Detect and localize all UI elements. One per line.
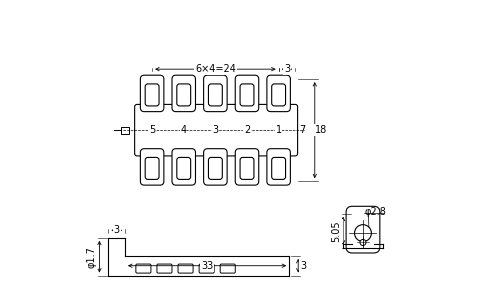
Text: 1: 1 — [276, 125, 282, 135]
Circle shape — [355, 225, 371, 242]
FancyBboxPatch shape — [140, 149, 164, 185]
FancyBboxPatch shape — [157, 264, 172, 273]
FancyBboxPatch shape — [208, 157, 222, 179]
FancyBboxPatch shape — [135, 104, 297, 156]
Text: 5: 5 — [149, 125, 155, 135]
FancyBboxPatch shape — [204, 149, 227, 185]
FancyBboxPatch shape — [272, 157, 286, 179]
FancyBboxPatch shape — [267, 149, 290, 185]
Text: 2: 2 — [244, 125, 250, 135]
FancyBboxPatch shape — [145, 157, 159, 179]
FancyBboxPatch shape — [240, 84, 254, 106]
FancyBboxPatch shape — [177, 157, 191, 179]
Text: 6×4=24: 6×4=24 — [195, 64, 236, 74]
FancyBboxPatch shape — [145, 84, 159, 106]
Text: 4: 4 — [181, 125, 187, 135]
Text: 7: 7 — [299, 125, 305, 135]
Text: 5.05: 5.05 — [331, 220, 341, 241]
FancyBboxPatch shape — [267, 75, 290, 112]
Text: 33: 33 — [201, 261, 213, 271]
FancyBboxPatch shape — [178, 264, 193, 273]
Text: φ1.7: φ1.7 — [87, 246, 97, 268]
FancyBboxPatch shape — [235, 75, 259, 112]
FancyBboxPatch shape — [204, 75, 227, 112]
FancyBboxPatch shape — [172, 149, 196, 185]
FancyBboxPatch shape — [346, 206, 380, 253]
FancyBboxPatch shape — [235, 149, 259, 185]
FancyBboxPatch shape — [140, 75, 164, 112]
Text: 3: 3 — [212, 125, 218, 135]
FancyBboxPatch shape — [240, 157, 254, 179]
FancyBboxPatch shape — [172, 75, 196, 112]
Bar — [122, 126, 128, 134]
FancyBboxPatch shape — [220, 264, 235, 273]
Text: φ2.8: φ2.8 — [365, 207, 386, 217]
Text: 18: 18 — [315, 125, 328, 135]
FancyBboxPatch shape — [208, 84, 222, 106]
FancyBboxPatch shape — [199, 264, 214, 273]
FancyBboxPatch shape — [136, 264, 151, 273]
FancyBboxPatch shape — [272, 84, 286, 106]
Circle shape — [360, 240, 366, 245]
FancyBboxPatch shape — [177, 84, 191, 106]
Text: 3: 3 — [284, 64, 290, 74]
Text: 3: 3 — [300, 261, 307, 271]
Text: 3: 3 — [114, 225, 120, 235]
